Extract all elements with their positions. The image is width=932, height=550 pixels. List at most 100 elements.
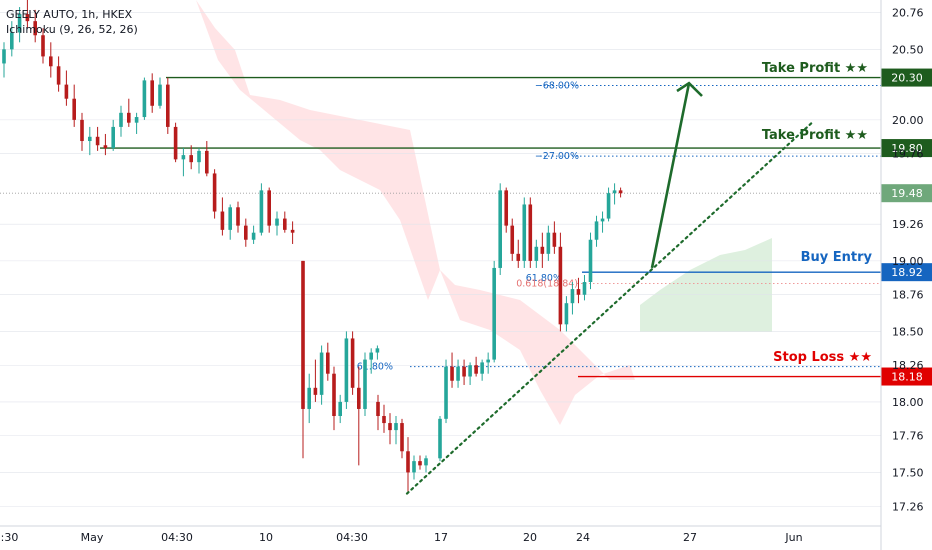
candle-body [534,246,539,261]
candle-body [486,359,490,363]
candle-body [267,190,271,226]
candle-body [127,112,131,123]
candle-body [400,423,404,452]
level-price-tag [881,139,932,158]
candle-body [41,35,45,57]
projection-arrow [650,82,691,269]
fib-label: 61.80% [357,362,393,373]
candle-body [64,84,69,99]
current-price-tag [881,184,932,203]
candle-body [181,155,186,160]
candle-body [275,218,279,226]
level-label: Take Profit ★★ [762,61,868,76]
time-axis[interactable]: 0:30 May 04:30 10 04:30 17 20 24 27 Jun [0,525,881,544]
time-tick-label: Jun [784,531,802,544]
candle-body [406,451,410,473]
candle-body [119,112,123,127]
indicator-label: Ichimoku (9, 26, 52, 26) [6,23,138,36]
candle-body [528,204,533,261]
candle-body [10,32,14,50]
price-tick-label: 18.76 [892,289,924,302]
candle-body [103,145,108,149]
candle-body [212,173,217,212]
candle-body [2,49,6,64]
price-tick-label: 17.26 [892,500,924,513]
time-tick-label: 04:30 [336,531,368,544]
candle-body [236,207,240,226]
candle-body [522,204,527,261]
price-tick-label: 17.50 [892,466,924,479]
level-price-tag [881,263,932,282]
time-tick-label: 24 [576,531,590,544]
fib-extra-label: 0.618(18.84) [516,278,578,289]
price-tick-label: 18.00 [892,396,924,409]
candle-body [444,366,448,419]
candle-body [612,190,617,194]
candle-body [376,401,380,417]
candle-body [498,190,502,268]
candles [2,0,623,494]
candle-body [283,218,287,230]
candle-body [600,218,605,222]
candle-body [228,207,232,230]
candle-body [259,190,264,233]
level-price-tag [881,367,932,386]
price-axis[interactable]: 20.76 20.50 20.00 19.76 19.26 19.00 18.76 18.50… [880,0,924,550]
candle-body [412,461,416,473]
candle-body [382,416,386,424]
candle-body [492,267,496,360]
candle-body [462,366,466,377]
level-label: Buy Entry [801,250,873,265]
level-price-tag [881,68,932,87]
candle-body [594,221,599,240]
chart-title: GEELY AUTO, 1h, HKEX [6,8,133,21]
candle-body [540,246,545,254]
candle-body [33,21,37,36]
candle-body [504,190,509,226]
fib-label: −27.00% [535,151,579,162]
candle-body [80,119,84,142]
current-price-label: 19.48 [891,187,923,200]
price-tick-label: 19.26 [892,218,924,231]
price-tick-label: 18.26 [892,359,924,372]
legend: GEELY AUTO, 1h, HKEX Ichimoku (9, 26, 52… [6,8,138,36]
candle-body [220,211,225,230]
candle-body [301,260,305,409]
time-tick-label: 17 [434,531,448,544]
candle-body [480,362,484,374]
time-tick-label: 04:30 [161,531,193,544]
ichimoku-cloud [196,0,772,425]
arrow-head [676,81,703,97]
candle-body [388,423,392,431]
candle-body [313,387,318,395]
candle-body [450,366,454,381]
candle-body [290,229,295,233]
candle-body [150,80,154,106]
candle-body [375,348,380,353]
candle-body [111,126,115,149]
candle-body [72,98,76,120]
candle-body [438,418,442,459]
candle-body [338,401,342,417]
candle-body [142,80,147,118]
candle-body [546,232,551,254]
projection-overlay [405,81,814,495]
fib-label: 61.80% [526,273,562,284]
candle-body [570,289,575,304]
candle-body [363,359,367,409]
candle-body [319,352,324,395]
candle-body [564,303,569,325]
candle-body [332,373,336,417]
fib-label: −68.00% [535,81,579,92]
candle-body [552,232,557,247]
candle-body [88,136,92,142]
price-tick-label: 18.50 [892,325,924,338]
candle-body [244,225,248,240]
candle-body [350,338,355,388]
candle-body [468,365,472,377]
candle-body [205,150,209,174]
candle-body [588,239,593,283]
candle-body [166,84,170,127]
